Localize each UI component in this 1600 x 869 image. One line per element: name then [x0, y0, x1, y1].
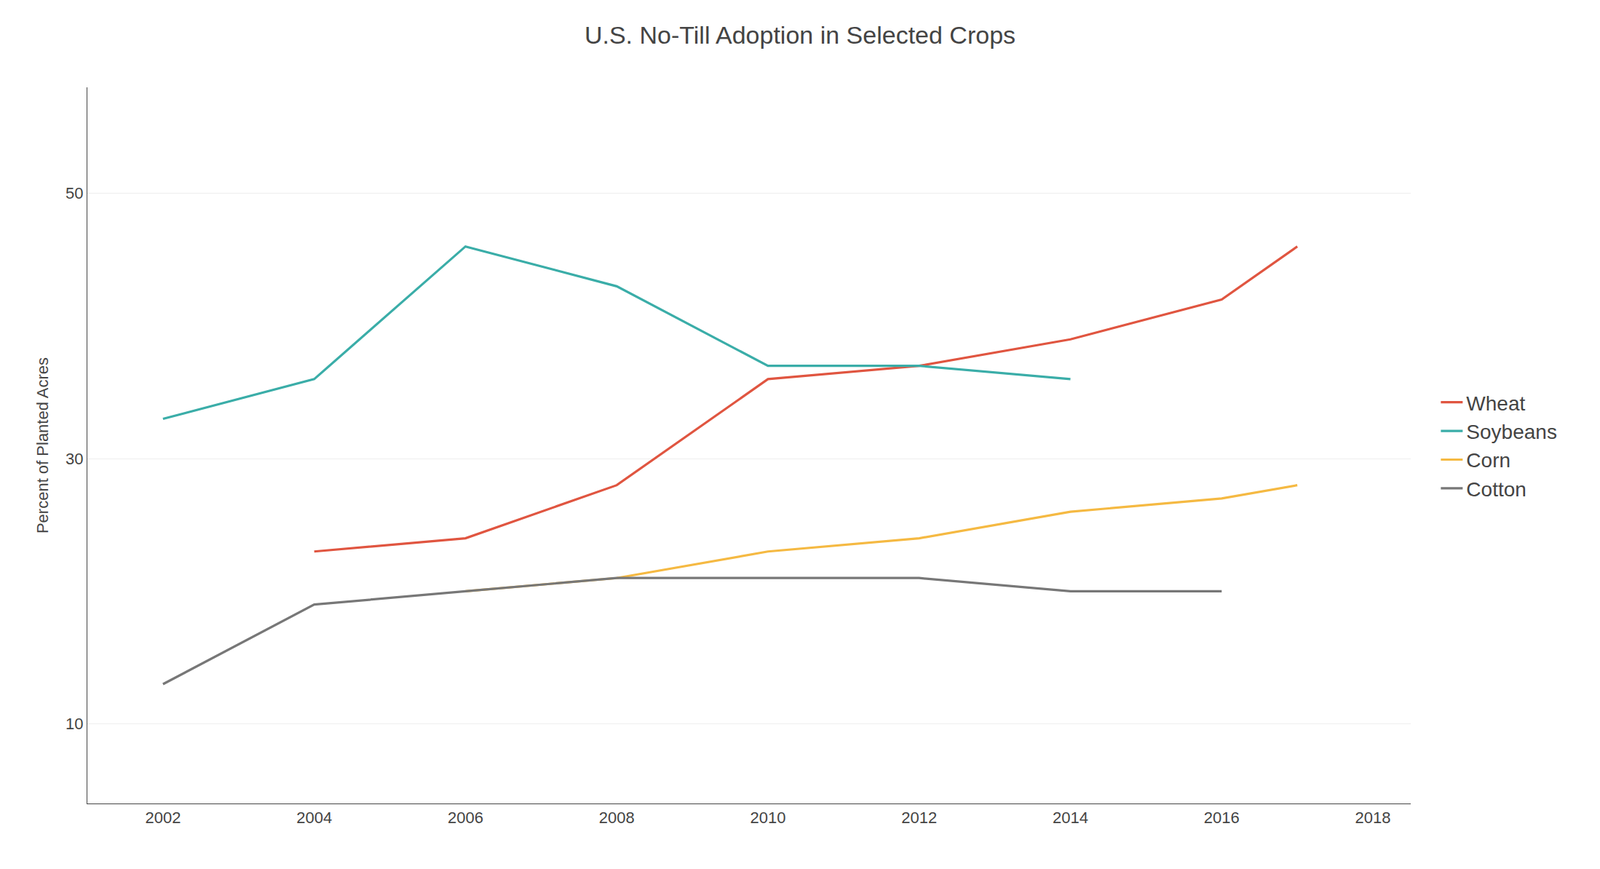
svg-text:U.S. No-Till Adoption in Selec: U.S. No-Till Adoption in Selected Crops — [584, 21, 1016, 49]
svg-text:50: 50 — [65, 184, 83, 203]
svg-text:Wheat: Wheat — [1466, 392, 1526, 415]
svg-text:2002: 2002 — [144, 808, 181, 827]
svg-text:2018: 2018 — [1355, 808, 1392, 827]
svg-text:2006: 2006 — [447, 808, 484, 827]
svg-text:Corn: Corn — [1466, 449, 1511, 472]
svg-text:30: 30 — [65, 449, 83, 469]
svg-text:2010: 2010 — [749, 808, 786, 827]
svg-text:Cotton: Cotton — [1466, 478, 1526, 501]
svg-text:Percent of Planted Acres: Percent of Planted Acres — [33, 357, 52, 534]
svg-text:2008: 2008 — [599, 808, 635, 827]
svg-text:2012: 2012 — [901, 808, 937, 827]
svg-text:Soybeans: Soybeans — [1466, 420, 1558, 444]
svg-text:10: 10 — [65, 714, 83, 734]
svg-text:2004: 2004 — [296, 808, 332, 827]
svg-text:2014: 2014 — [1052, 808, 1089, 827]
svg-text:2016: 2016 — [1204, 808, 1240, 827]
